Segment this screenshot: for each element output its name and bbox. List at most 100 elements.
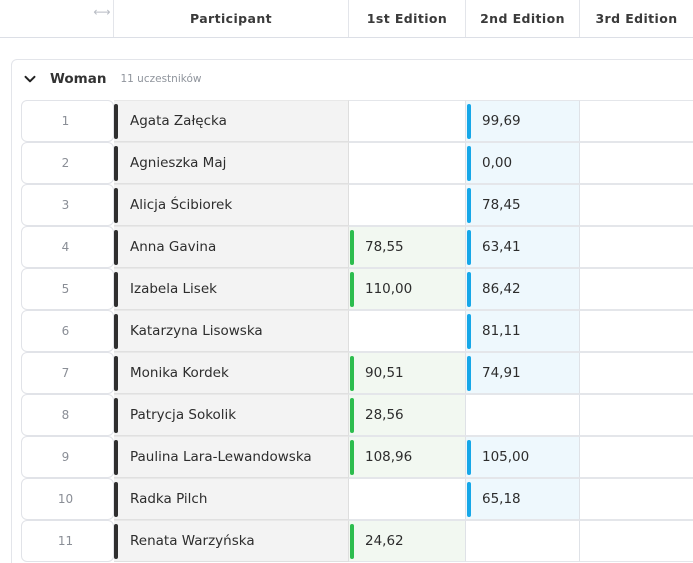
row-marker-bar [114,356,118,391]
edition-1-score: 110,00 [365,281,413,297]
edition-2-score: 86,42 [482,281,521,297]
edition-3-cell[interactable] [580,394,693,436]
edition-3-cell[interactable] [580,520,693,562]
row-index: 7 [21,352,114,394]
table-row[interactable]: 7 Monika Kordek 90,51 74,91 [21,352,693,394]
edition-2-cell[interactable]: 99,69 [466,100,580,142]
participant-name: Monika Kordek [130,365,229,381]
edition-1-cell[interactable]: 28,56 [349,394,466,436]
edition-2-score: 105,00 [482,449,530,465]
edition-2-cell[interactable]: 86,42 [466,268,580,310]
row-index: 1 [21,100,114,142]
participant-name-cell[interactable]: Anna Gavina [114,226,349,268]
table-row[interactable]: 5 Izabela Lisek 110,00 86,42 [21,268,693,310]
participant-name-cell[interactable]: Alicja Ścibiorek [114,184,349,226]
edition-2-cell[interactable]: 0,00 [466,142,580,184]
edition-1-cell[interactable] [349,100,466,142]
row-index: 5 [21,268,114,310]
row-index: 2 [21,142,114,184]
participant-name: Alicja Ścibiorek [130,197,233,213]
row-index: 10 [21,478,114,520]
edition-3-cell[interactable] [580,100,693,142]
header-1st-edition[interactable]: 1st Edition [349,0,466,37]
row-marker-bar [114,482,118,517]
edition-3-cell[interactable] [580,268,693,310]
participant-name-cell[interactable]: Agata Załęcka [114,100,349,142]
table-row[interactable]: 3 Alicja Ścibiorek 78,45 [21,184,693,226]
edition-2-cell[interactable] [466,394,580,436]
edition-2-marker-bar [467,230,471,265]
edition-3-cell[interactable] [580,142,693,184]
table-row[interactable]: 4 Anna Gavina 78,55 63,41 [21,226,693,268]
table-row[interactable]: 8 Patrycja Sokolik 28,56 [21,394,693,436]
edition-3-cell[interactable] [580,226,693,268]
edition-1-cell[interactable]: 110,00 [349,268,466,310]
edition-2-cell[interactable]: 78,45 [466,184,580,226]
group-count: 11 uczestników [120,73,202,85]
header-2nd-edition[interactable]: 2nd Edition [466,0,580,37]
edition-3-cell[interactable] [580,184,693,226]
table-row[interactable]: 6 Katarzyna Lisowska 81,11 [21,310,693,352]
row-marker-bar [114,188,118,223]
participant-name-cell[interactable]: Monika Kordek [114,352,349,394]
edition-2-marker-bar [467,188,471,223]
edition-1-score: 24,62 [365,533,404,549]
edition-1-marker-bar [350,440,354,475]
participant-name-cell[interactable]: Paulina Lara-Lewandowska [114,436,349,478]
header-3rd-edition[interactable]: 3rd Edition [595,11,678,26]
edition-3-cell[interactable] [580,436,693,478]
edition-2-score: 0,00 [482,155,513,171]
row-index: 9 [21,436,114,478]
header-participant[interactable]: Participant [114,0,349,37]
participant-name: Agata Załęcka [130,113,227,129]
table-row[interactable]: 9 Paulina Lara-Lewandowska 108,96 105,00 [21,436,693,478]
edition-1-cell[interactable]: 108,96 [349,436,466,478]
edition-1-cell[interactable]: 90,51 [349,352,466,394]
edition-2-cell[interactable]: 81,11 [466,310,580,352]
edition-2-marker-bar [467,356,471,391]
edition-3-cell[interactable] [580,478,693,520]
edition-2-cell[interactable]: 105,00 [466,436,580,478]
participant-name-cell[interactable]: Radka Pilch [114,478,349,520]
edition-2-cell[interactable]: 63,41 [466,226,580,268]
edition-1-cell[interactable] [349,142,466,184]
row-marker-bar [114,524,118,559]
table-row[interactable]: 1 Agata Załęcka 99,69 [21,100,693,142]
edition-1-cell[interactable]: 24,62 [349,520,466,562]
row-marker-bar [114,398,118,433]
edition-1-cell[interactable] [349,184,466,226]
grid-header: ⟷ Participant 1st Edition 2nd Edition 3r… [0,0,693,38]
table-row[interactable]: 11 Renata Warzyńska 24,62 [21,520,693,562]
edition-1-score: 28,56 [365,407,404,423]
edition-3-cell[interactable] [580,352,693,394]
edition-2-cell[interactable] [466,520,580,562]
edition-1-cell[interactable]: 78,55 [349,226,466,268]
edition-1-score: 108,96 [365,449,413,465]
edition-2-marker-bar [467,146,471,181]
edition-3-cell[interactable] [580,310,693,352]
table-row[interactable]: 2 Agnieszka Maj 0,00 [21,142,693,184]
participant-name-cell[interactable]: Renata Warzyńska [114,520,349,562]
participant-name-cell[interactable]: Katarzyna Lisowska [114,310,349,352]
edition-1-marker-bar [350,524,354,559]
edition-1-cell[interactable] [349,478,466,520]
table-row[interactable]: 10 Radka Pilch 65,18 [21,478,693,520]
edition-2-score: 65,18 [482,491,521,507]
edition-2-score: 78,45 [482,197,521,213]
participant-name: Agnieszka Maj [130,155,227,171]
resize-horizontal-icon[interactable]: ⟷ [93,5,111,19]
edition-2-marker-bar [467,440,471,475]
row-marker-bar [114,230,118,265]
row-marker-bar [114,104,118,139]
participant-name: Radka Pilch [130,491,208,507]
chevron-down-icon[interactable] [22,71,38,87]
edition-2-cell[interactable]: 65,18 [466,478,580,520]
edition-1-cell[interactable] [349,310,466,352]
edition-2-cell[interactable]: 74,91 [466,352,580,394]
group-title: Woman [50,71,107,87]
row-index: 6 [21,310,114,352]
edition-2-score: 99,69 [482,113,521,129]
participant-name-cell[interactable]: Patrycja Sokolik [114,394,349,436]
participant-name-cell[interactable]: Agnieszka Maj [114,142,349,184]
participant-name-cell[interactable]: Izabela Lisek [114,268,349,310]
